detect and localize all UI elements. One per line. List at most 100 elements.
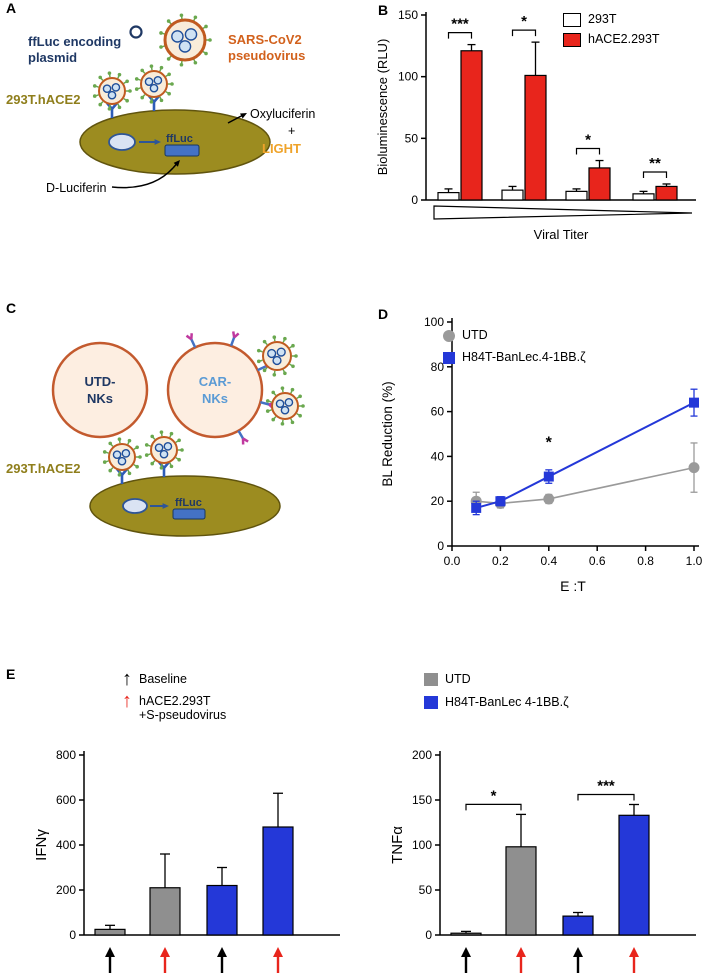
bar (505, 846, 537, 936)
ffluc-gene-bar (172, 508, 206, 520)
hace2-receptor-icon (148, 95, 160, 111)
sig-bracket (447, 32, 473, 39)
bar (618, 814, 650, 936)
bar-293t (437, 192, 460, 201)
legend-label-utd: UTD (462, 328, 488, 342)
panel-c: UTD- NKs CAR- NKs 293T.hACE2 ffLuc (0, 306, 370, 558)
panel-e-tnfa: 0 50 100 150 200 TNFα * *** UTD H84T-BanLec 4-1… (360, 664, 708, 978)
swatch-293t (563, 13, 581, 27)
car-nk-label-line1: CAR- (199, 374, 232, 389)
x-arrow-head (217, 947, 227, 957)
panel-e-ifng-chart: 0 200 400 600 800 IFNγ (33, 748, 340, 973)
legend-row-utd: UTD (443, 328, 586, 342)
x-tick-label: 0.4 (540, 554, 557, 568)
hace2-receptor-icon (158, 461, 170, 477)
panel-c-diagram: UTD- NKs CAR- NKs 293T.hACE2 ffLuc (6, 331, 305, 537)
y-axis-label: TNFα (389, 826, 406, 864)
y-axis-label: BL Reduction (%) (380, 381, 395, 486)
panel-b-label: B (378, 2, 389, 18)
arrowhead (154, 139, 161, 145)
series-line (475, 401, 695, 509)
swatch-hace2 (563, 33, 581, 47)
x-arrow-head (573, 947, 583, 957)
x-tick-label: 0.2 (492, 554, 509, 568)
x-arrow-head (105, 947, 115, 957)
y-tick-label: 100 (398, 70, 418, 84)
virus-label-line2: pseudovirus (228, 48, 305, 63)
sig-stars: ** (649, 155, 661, 172)
hace2-receptor-icon (106, 102, 118, 118)
pseudovirus-icon (102, 437, 142, 477)
y-tick-label: 400 (56, 838, 76, 852)
legend-row-hace2: hACE2.293T (563, 32, 660, 47)
bar-hace2 (524, 74, 547, 201)
bar (262, 826, 294, 936)
hace2-receptor-icon (116, 468, 128, 484)
plasmid-label-line1: ffLuc encoding (28, 34, 121, 49)
bar (94, 928, 126, 936)
x-tick-label: 0.6 (589, 554, 606, 568)
sig-stars: * (491, 787, 497, 804)
y-tick-label: 150 (412, 793, 432, 807)
black-up-arrow-icon: ↑ (122, 668, 132, 690)
bar (450, 932, 482, 936)
x-tick-label: 0.8 (637, 554, 654, 568)
legend-row-car: H84T-BanLec.4-1BB.ζ (443, 350, 586, 365)
bar-hace2 (588, 167, 611, 201)
pseudovirus-icon (265, 386, 305, 426)
panel-b-legend: 293T hACE2.293T (563, 12, 660, 47)
legend-stim-line2: +S-pseudovirus (139, 708, 227, 723)
sig-stars: * (585, 132, 591, 149)
x-tick-label: 0.0 (444, 554, 461, 568)
car-marker-icon (443, 352, 455, 365)
car-nk-cell (166, 341, 264, 439)
legend-label-hace2: hACE2.293T (588, 32, 660, 46)
plus-sign: + (288, 124, 295, 138)
y-tick-label: 40 (431, 449, 445, 463)
oxyluciferin-label: Oxyluciferin (250, 107, 315, 121)
panel-e-ifng-legend: ↑ Baseline ↑ hACE2.293T +S-pseudovirus (122, 668, 227, 723)
legend-stim-line1: hACE2.293T (139, 694, 211, 708)
panel-a-diagram: ffLuc encoding plasmid SARS-CoV2 pseudov… (6, 13, 315, 195)
arrowhead (173, 160, 180, 167)
x-arrow-head (461, 947, 471, 957)
y-tick-label: 0 (411, 193, 418, 207)
legend-row-car: H84T-BanLec 4-1BB.ζ (424, 695, 569, 710)
y-tick-label: 60 (431, 405, 445, 419)
bar (206, 884, 238, 936)
pseudovirus-icon (159, 13, 212, 67)
panel-e-tnfa-legend: UTD H84T-BanLec 4-1BB.ζ (424, 672, 569, 710)
panel-c-shapes (51, 331, 305, 537)
x-axis-label: E :T (560, 578, 586, 594)
y-tick-label: 150 (398, 8, 418, 22)
y-tick-label: 100 (424, 315, 444, 329)
y-tick-label: 50 (405, 131, 419, 145)
panel-c-label: C (6, 300, 17, 316)
plasmid-label-line2: plasmid (28, 50, 77, 65)
panel-e-label: E (6, 666, 16, 682)
sig-stars: *** (597, 778, 615, 795)
ffluc-label: ffLuc (175, 497, 202, 509)
bar (562, 915, 594, 936)
utd-nk-label-line2: NKs (87, 391, 113, 406)
sig-bracket (642, 171, 668, 178)
y-tick-label: 600 (56, 793, 76, 807)
sig-stars: *** (451, 16, 469, 33)
cell-label: 293T.hACE2 (6, 92, 80, 107)
sig-bracket (465, 803, 522, 811)
sig-stars: * (546, 434, 553, 451)
car-receptor-icon (237, 430, 249, 445)
y-tick-label: 0 (437, 539, 444, 553)
x-axis-label: Viral Titer (534, 227, 589, 242)
car-swatch (424, 696, 438, 710)
legend-label-utd: UTD (445, 672, 471, 686)
data-point (688, 462, 700, 474)
utd-nk-cell (51, 341, 149, 439)
legend-row-baseline: ↑ Baseline (122, 668, 226, 690)
bar-hace2 (655, 185, 678, 201)
red-up-arrow-icon: ↑ (122, 690, 132, 712)
data-point (471, 502, 482, 513)
sig-bracket (575, 147, 601, 155)
